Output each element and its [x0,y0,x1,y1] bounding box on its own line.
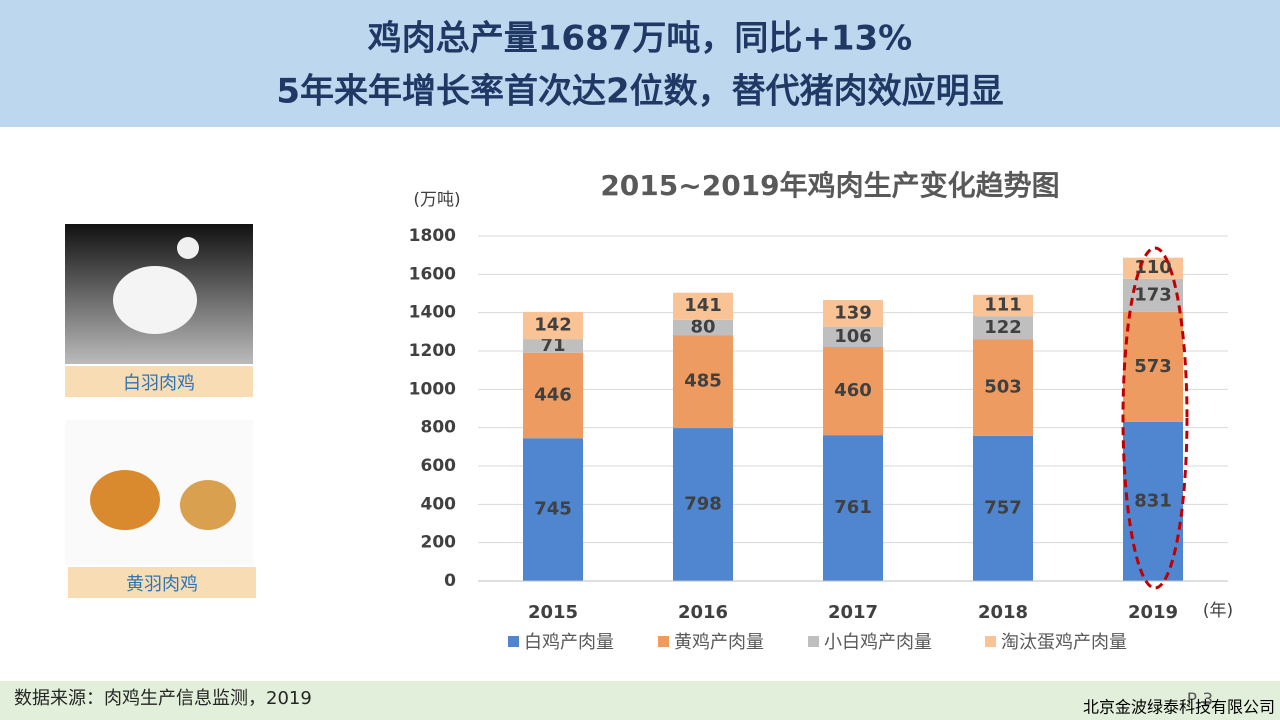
bar-segment [973,339,1033,436]
data-label: 141 [684,295,722,316]
image-label: 黄羽肉鸡 [126,574,198,595]
x-tick-label: 2016 [678,602,728,623]
chart-title: 2015~2019年鸡肉生产变化趋势图 [600,169,1059,202]
x-tick-label: 2018 [978,602,1028,623]
chicken-shape [180,480,236,530]
legend-swatch [808,636,819,647]
data-label: 111 [984,294,1022,315]
bar-segment [1123,311,1183,422]
legend-label: 小白鸡产肉量 [824,632,932,653]
y-tick-label: 1200 [409,341,456,361]
bar-segment [523,339,583,353]
legend-label: 黄鸡产肉量 [674,632,764,653]
chicken-head [177,237,199,259]
label-box [68,567,256,598]
image-label: 白羽肉鸡 [123,373,195,394]
data-label: 446 [534,384,572,405]
data-label: 71 [540,335,565,356]
bar-segment [823,300,883,327]
data-label: 503 [984,377,1022,398]
bar-segment [823,435,883,581]
legend-swatch [658,636,669,647]
data-label: 122 [984,317,1022,338]
bar-segment [1123,278,1183,312]
plot: 0 200 400 600 800 1000 1200 1400 1600 1800 2015 745… [409,226,1228,653]
data-label: 573 [1134,356,1172,377]
y-tick-label: 800 [421,418,457,438]
bar-segment [973,435,1033,581]
y-tick-label: 1800 [409,226,456,246]
bar-segment [823,326,883,347]
bar-segment [523,352,583,439]
page-number: P 3 [1187,690,1213,710]
bar-segment [823,346,883,436]
bar-segment [523,311,583,340]
legend-label: 白鸡产肉量 [524,632,614,653]
footer-band [0,681,1280,720]
bar-segment [973,294,1033,317]
data-label: 80 [690,316,715,337]
bar-segment [673,428,733,581]
y-axis-unit: (万吨) [413,190,460,210]
legend-swatch [508,636,519,647]
data-label: 106 [834,326,872,347]
chicken-shape [113,266,197,334]
y-tick-label: 1600 [409,264,456,284]
data-label: 831 [1134,490,1172,511]
header-band [0,0,1280,127]
data-label: 798 [684,494,722,515]
bar-segment [673,319,733,336]
bar-segment [673,335,733,429]
headline: 5年来年增长率首次达2位数，替代猪肉效应明显 [276,72,1003,112]
data-label: 139 [834,302,872,323]
bar-segment [523,438,583,581]
y-tick-label: 600 [421,456,457,476]
y-tick-label: 1400 [409,303,456,323]
x-tick-label: 2015 [528,602,578,623]
headline: 鸡肉总产量1687万吨，同比+13% [368,19,913,59]
company: 北京金波绿泰科技有限公司 [1083,698,1275,717]
y-tick-label: 200 [421,533,457,553]
y-tick-label: 400 [421,494,457,514]
x-tick-label: 2019 [1128,602,1178,623]
data-label: 761 [834,497,872,518]
x-axis-unit: (年) [1203,601,1233,621]
legend-swatch [985,636,996,647]
data-label: 745 [534,499,572,520]
x-tick-label: 2017 [828,602,878,623]
legend-label: 淘汰蛋鸡产肉量 [1001,632,1127,653]
y-tick-label: 0 [444,571,456,591]
data-label: 173 [1134,284,1172,305]
data-label: 460 [834,380,872,401]
data-label: 757 [984,497,1022,518]
data-label: 485 [684,371,722,392]
bar-segment [973,316,1033,340]
highlight-ellipse [1121,246,1189,590]
chicken-shape [90,470,160,530]
source-note: 数据来源：肉鸡生产信息监测，2019 [14,688,312,709]
label-box [65,366,253,397]
bar-segment [673,292,733,320]
y-tick-label: 1000 [409,379,456,399]
data-label: 142 [534,315,572,336]
